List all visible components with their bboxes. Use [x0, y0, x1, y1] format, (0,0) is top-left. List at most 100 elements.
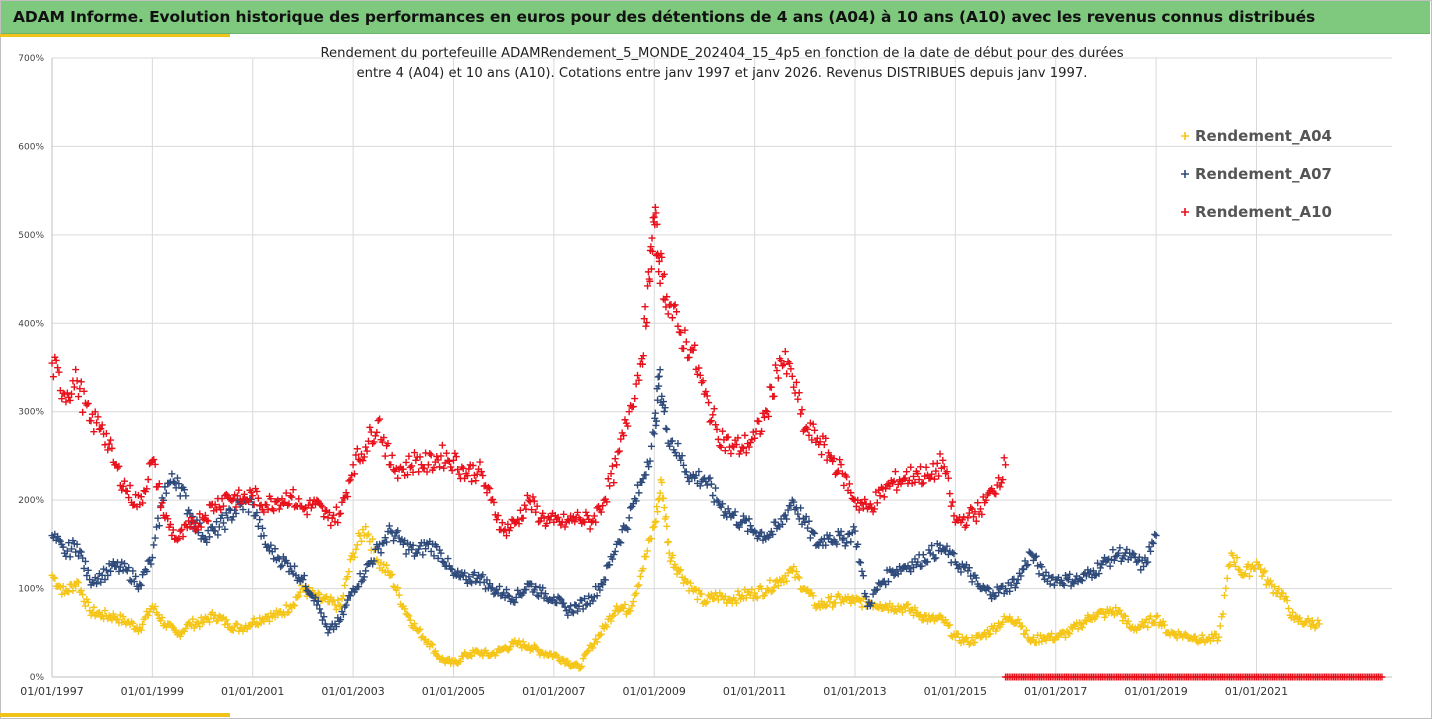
- point-a04: [182, 624, 190, 632]
- point-a10: [345, 477, 353, 485]
- point-a04: [1064, 629, 1072, 637]
- point-a10: [689, 346, 697, 354]
- point-a07: [1029, 556, 1037, 564]
- point-a07: [383, 538, 391, 546]
- point-a04: [686, 579, 694, 587]
- point-a10: [818, 451, 826, 459]
- point-a07: [409, 541, 417, 549]
- point-a07: [873, 585, 881, 593]
- point-a10: [484, 483, 492, 491]
- point-a10: [405, 452, 413, 460]
- point-a07: [949, 549, 957, 557]
- point-a10: [351, 470, 359, 478]
- point-a10: [703, 392, 711, 400]
- point-a04: [1283, 597, 1291, 605]
- point-a04: [101, 607, 109, 615]
- point-a10: [932, 467, 940, 475]
- point-a10: [137, 493, 145, 501]
- point-a04: [1190, 633, 1198, 641]
- point-a10: [417, 461, 425, 469]
- point-a10: [910, 472, 918, 480]
- point-a07: [254, 522, 262, 530]
- point-a07: [1094, 559, 1102, 567]
- point-a10: [613, 461, 621, 469]
- point-a04: [466, 651, 474, 659]
- point-a04: [1074, 625, 1082, 633]
- point-a10: [890, 477, 898, 485]
- point-a07: [1152, 532, 1160, 540]
- point-a10: [452, 453, 460, 461]
- point-a10: [900, 475, 908, 483]
- point-a07: [717, 503, 725, 511]
- point-a07: [837, 528, 845, 536]
- point-a04: [770, 583, 778, 591]
- point-a10: [320, 513, 328, 521]
- point-a10: [960, 513, 968, 521]
- point-a04: [769, 587, 777, 595]
- point-a04: [809, 592, 817, 600]
- point-a07: [399, 540, 407, 548]
- point-a07: [1038, 563, 1046, 571]
- point-a07: [843, 539, 851, 547]
- point-a04: [847, 599, 855, 607]
- legend-label-a07: Rendement_A07: [1195, 165, 1332, 183]
- point-a10: [668, 314, 676, 322]
- point-a10: [738, 443, 746, 451]
- point-a10: [493, 516, 501, 524]
- point-a10: [1002, 461, 1010, 469]
- point-a10: [204, 517, 212, 525]
- point-a10: [219, 502, 227, 510]
- point-a07: [919, 551, 927, 559]
- point-a04: [250, 615, 258, 623]
- point-a07: [1091, 572, 1099, 580]
- point-a07: [120, 560, 128, 568]
- point-a10: [263, 501, 271, 509]
- point-a10: [877, 483, 885, 491]
- point-a07: [652, 417, 660, 425]
- accent-bar-bottom: [0, 713, 230, 717]
- point-a10: [823, 456, 831, 464]
- point-a07: [84, 566, 92, 574]
- point-a10: [463, 472, 471, 480]
- point-a10: [366, 423, 374, 431]
- report-title: ADAM Informe. Evolution historique des p…: [13, 8, 1316, 26]
- point-a07: [695, 468, 703, 476]
- point-a07: [1060, 581, 1068, 589]
- point-a07: [645, 463, 653, 471]
- point-a10: [378, 438, 386, 446]
- point-a10: [850, 495, 858, 503]
- point-a10: [597, 508, 605, 516]
- point-a10: [656, 279, 664, 287]
- point-a10: [530, 497, 538, 505]
- point-a07: [356, 570, 364, 578]
- point-a07: [360, 573, 368, 581]
- point-a07: [746, 522, 754, 530]
- point-a07: [965, 564, 973, 572]
- x-tick-label: 01/01/2019: [1124, 685, 1187, 698]
- point-a04: [79, 591, 87, 599]
- point-a10: [84, 399, 92, 407]
- point-a04: [691, 585, 699, 593]
- point-a07: [772, 518, 780, 526]
- point-a04: [388, 570, 396, 578]
- point-a04: [1140, 622, 1148, 630]
- point-a04: [190, 624, 198, 632]
- point-a04: [788, 567, 796, 575]
- point-a07: [377, 549, 385, 557]
- point-a10: [349, 461, 357, 469]
- point-a10: [445, 457, 453, 465]
- point-a10: [370, 438, 378, 446]
- point-a04: [59, 582, 67, 590]
- point-a10: [353, 445, 361, 453]
- point-a07: [1149, 539, 1157, 547]
- point-a07: [968, 578, 976, 586]
- point-a07: [744, 527, 752, 535]
- point-a10: [502, 532, 510, 540]
- point-a07: [214, 531, 222, 539]
- point-a10: [451, 449, 459, 457]
- point-a04: [663, 522, 671, 530]
- point-a07: [486, 580, 494, 588]
- point-a07: [972, 574, 980, 582]
- point-a04: [946, 621, 954, 629]
- point-a07: [370, 557, 378, 565]
